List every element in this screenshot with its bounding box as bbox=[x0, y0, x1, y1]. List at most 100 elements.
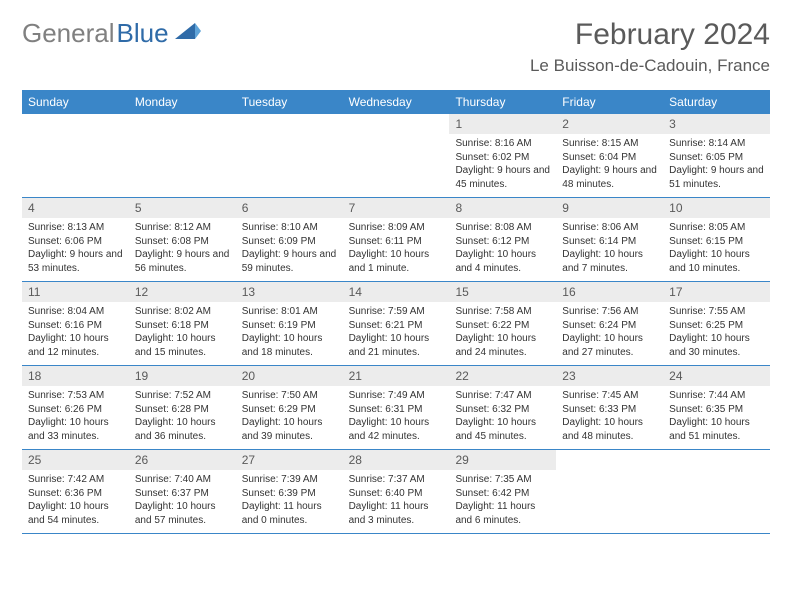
title-block: February 2024 Le Buisson-de-Cadouin, Fra… bbox=[530, 18, 770, 76]
day-number bbox=[129, 114, 236, 120]
daylight-text: Daylight: 10 hours and 42 minutes. bbox=[349, 416, 444, 443]
sunset-text: Sunset: 6:40 PM bbox=[349, 487, 444, 501]
sunset-text: Sunset: 6:05 PM bbox=[669, 151, 764, 165]
day-cell: 29Sunrise: 7:35 AMSunset: 6:42 PMDayligh… bbox=[449, 450, 556, 533]
day-number: 7 bbox=[343, 198, 450, 218]
day-cell: 10Sunrise: 8:05 AMSunset: 6:15 PMDayligh… bbox=[663, 198, 770, 281]
day-cell bbox=[129, 114, 236, 197]
day-details: Sunrise: 7:44 AMSunset: 6:35 PMDaylight:… bbox=[663, 386, 770, 449]
sunset-text: Sunset: 6:02 PM bbox=[455, 151, 550, 165]
daylight-text: Daylight: 10 hours and 4 minutes. bbox=[455, 248, 550, 275]
sunrise-text: Sunrise: 7:47 AM bbox=[455, 389, 550, 403]
dayheader-cell: Monday bbox=[129, 90, 236, 114]
day-number bbox=[22, 114, 129, 120]
sunset-text: Sunset: 6:36 PM bbox=[28, 487, 123, 501]
day-details: Sunrise: 8:02 AMSunset: 6:18 PMDaylight:… bbox=[129, 302, 236, 365]
day-number: 29 bbox=[449, 450, 556, 470]
daylight-text: Daylight: 9 hours and 56 minutes. bbox=[135, 248, 230, 275]
sunset-text: Sunset: 6:25 PM bbox=[669, 319, 764, 333]
day-details: Sunrise: 7:42 AMSunset: 6:36 PMDaylight:… bbox=[22, 470, 129, 533]
day-cell: 14Sunrise: 7:59 AMSunset: 6:21 PMDayligh… bbox=[343, 282, 450, 365]
day-details: Sunrise: 8:15 AMSunset: 6:04 PMDaylight:… bbox=[556, 134, 663, 197]
day-number: 21 bbox=[343, 366, 450, 386]
daylight-text: Daylight: 9 hours and 59 minutes. bbox=[242, 248, 337, 275]
sunrise-text: Sunrise: 8:16 AM bbox=[455, 137, 550, 151]
week-row: 25Sunrise: 7:42 AMSunset: 6:36 PMDayligh… bbox=[22, 450, 770, 534]
day-details: Sunrise: 7:50 AMSunset: 6:29 PMDaylight:… bbox=[236, 386, 343, 449]
sunrise-text: Sunrise: 8:12 AM bbox=[135, 221, 230, 235]
day-cell: 28Sunrise: 7:37 AMSunset: 6:40 PMDayligh… bbox=[343, 450, 450, 533]
day-cell bbox=[663, 450, 770, 533]
day-details: Sunrise: 7:55 AMSunset: 6:25 PMDaylight:… bbox=[663, 302, 770, 365]
day-details: Sunrise: 8:01 AMSunset: 6:19 PMDaylight:… bbox=[236, 302, 343, 365]
day-cell: 16Sunrise: 7:56 AMSunset: 6:24 PMDayligh… bbox=[556, 282, 663, 365]
sunrise-text: Sunrise: 7:53 AM bbox=[28, 389, 123, 403]
day-cell: 8Sunrise: 8:08 AMSunset: 6:12 PMDaylight… bbox=[449, 198, 556, 281]
day-cell: 18Sunrise: 7:53 AMSunset: 6:26 PMDayligh… bbox=[22, 366, 129, 449]
day-cell: 15Sunrise: 7:58 AMSunset: 6:22 PMDayligh… bbox=[449, 282, 556, 365]
logo-triangle-icon bbox=[175, 21, 201, 46]
sunset-text: Sunset: 6:26 PM bbox=[28, 403, 123, 417]
day-details: Sunrise: 8:04 AMSunset: 6:16 PMDaylight:… bbox=[22, 302, 129, 365]
logo: GeneralBlue bbox=[22, 18, 201, 49]
daylight-text: Daylight: 10 hours and 12 minutes. bbox=[28, 332, 123, 359]
daylight-text: Daylight: 10 hours and 36 minutes. bbox=[135, 416, 230, 443]
day-cell: 23Sunrise: 7:45 AMSunset: 6:33 PMDayligh… bbox=[556, 366, 663, 449]
day-cell: 2Sunrise: 8:15 AMSunset: 6:04 PMDaylight… bbox=[556, 114, 663, 197]
day-number: 11 bbox=[22, 282, 129, 302]
sunrise-text: Sunrise: 8:10 AM bbox=[242, 221, 337, 235]
day-details: Sunrise: 7:56 AMSunset: 6:24 PMDaylight:… bbox=[556, 302, 663, 365]
sunrise-text: Sunrise: 8:04 AM bbox=[28, 305, 123, 319]
sunset-text: Sunset: 6:08 PM bbox=[135, 235, 230, 249]
sunrise-text: Sunrise: 7:59 AM bbox=[349, 305, 444, 319]
daylight-text: Daylight: 10 hours and 21 minutes. bbox=[349, 332, 444, 359]
calendar-grid: SundayMondayTuesdayWednesdayThursdayFrid… bbox=[22, 90, 770, 534]
day-details: Sunrise: 8:06 AMSunset: 6:14 PMDaylight:… bbox=[556, 218, 663, 281]
day-details: Sunrise: 8:09 AMSunset: 6:11 PMDaylight:… bbox=[343, 218, 450, 281]
sunset-text: Sunset: 6:31 PM bbox=[349, 403, 444, 417]
day-cell bbox=[556, 450, 663, 533]
day-number: 15 bbox=[449, 282, 556, 302]
day-details: Sunrise: 7:39 AMSunset: 6:39 PMDaylight:… bbox=[236, 470, 343, 533]
day-cell bbox=[343, 114, 450, 197]
day-number: 20 bbox=[236, 366, 343, 386]
day-number: 25 bbox=[22, 450, 129, 470]
sunset-text: Sunset: 6:19 PM bbox=[242, 319, 337, 333]
month-title: February 2024 bbox=[530, 18, 770, 52]
dayheader-cell: Friday bbox=[556, 90, 663, 114]
day-cell bbox=[22, 114, 129, 197]
location-text: Le Buisson-de-Cadouin, France bbox=[530, 56, 770, 76]
day-cell: 22Sunrise: 7:47 AMSunset: 6:32 PMDayligh… bbox=[449, 366, 556, 449]
daylight-text: Daylight: 10 hours and 27 minutes. bbox=[562, 332, 657, 359]
daylight-text: Daylight: 9 hours and 51 minutes. bbox=[669, 164, 764, 191]
sunrise-text: Sunrise: 8:13 AM bbox=[28, 221, 123, 235]
sunset-text: Sunset: 6:28 PM bbox=[135, 403, 230, 417]
sunrise-text: Sunrise: 7:42 AM bbox=[28, 473, 123, 487]
daylight-text: Daylight: 9 hours and 45 minutes. bbox=[455, 164, 550, 191]
sunset-text: Sunset: 6:04 PM bbox=[562, 151, 657, 165]
day-cell: 12Sunrise: 8:02 AMSunset: 6:18 PMDayligh… bbox=[129, 282, 236, 365]
logo-text-part2: Blue bbox=[117, 18, 169, 49]
week-row: 1Sunrise: 8:16 AMSunset: 6:02 PMDaylight… bbox=[22, 114, 770, 198]
daylight-text: Daylight: 10 hours and 54 minutes. bbox=[28, 500, 123, 527]
day-details: Sunrise: 7:52 AMSunset: 6:28 PMDaylight:… bbox=[129, 386, 236, 449]
day-details: Sunrise: 7:40 AMSunset: 6:37 PMDaylight:… bbox=[129, 470, 236, 533]
day-number: 27 bbox=[236, 450, 343, 470]
day-number: 5 bbox=[129, 198, 236, 218]
sunset-text: Sunset: 6:33 PM bbox=[562, 403, 657, 417]
daylight-text: Daylight: 10 hours and 30 minutes. bbox=[669, 332, 764, 359]
sunrise-text: Sunrise: 7:35 AM bbox=[455, 473, 550, 487]
logo-text-part1: General bbox=[22, 18, 115, 49]
day-cell: 19Sunrise: 7:52 AMSunset: 6:28 PMDayligh… bbox=[129, 366, 236, 449]
sunset-text: Sunset: 6:22 PM bbox=[455, 319, 550, 333]
day-number: 22 bbox=[449, 366, 556, 386]
sunset-text: Sunset: 6:06 PM bbox=[28, 235, 123, 249]
sunrise-text: Sunrise: 8:01 AM bbox=[242, 305, 337, 319]
sunrise-text: Sunrise: 8:08 AM bbox=[455, 221, 550, 235]
day-cell: 17Sunrise: 7:55 AMSunset: 6:25 PMDayligh… bbox=[663, 282, 770, 365]
day-details: Sunrise: 7:37 AMSunset: 6:40 PMDaylight:… bbox=[343, 470, 450, 533]
dayheader-cell: Wednesday bbox=[343, 90, 450, 114]
sunrise-text: Sunrise: 7:58 AM bbox=[455, 305, 550, 319]
daylight-text: Daylight: 10 hours and 39 minutes. bbox=[242, 416, 337, 443]
sunrise-text: Sunrise: 8:02 AM bbox=[135, 305, 230, 319]
